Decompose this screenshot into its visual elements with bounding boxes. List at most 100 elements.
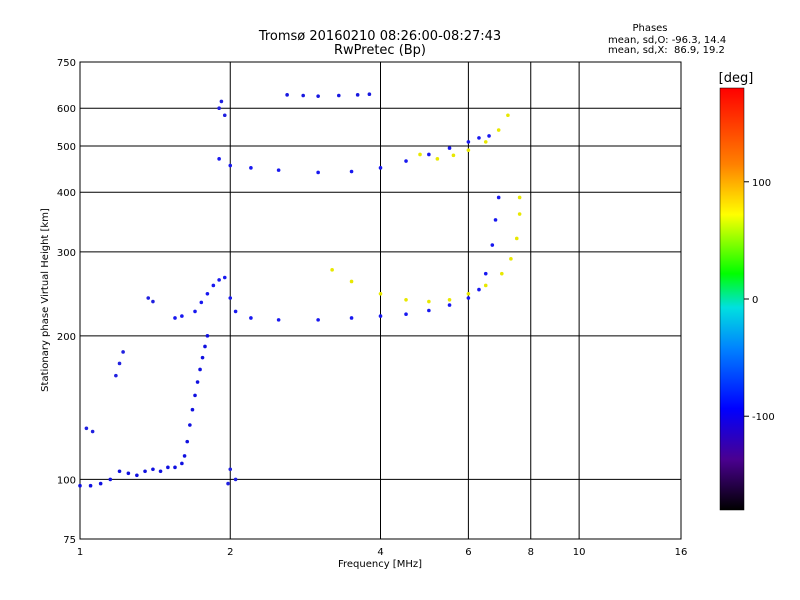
data-point — [190, 407, 195, 412]
data-point — [88, 483, 93, 488]
data-point — [217, 278, 221, 282]
data-point — [330, 268, 334, 272]
data-point — [378, 314, 383, 318]
data-point — [451, 153, 456, 158]
data-point — [378, 291, 383, 296]
data-point — [200, 355, 205, 360]
series-f2-trace-x — [418, 113, 510, 161]
data-point — [496, 128, 501, 132]
data-point — [285, 93, 289, 97]
data-point — [98, 481, 103, 486]
chart-subtitle: RwPretec (Bp) — [334, 43, 426, 58]
y-tick-label: 75 — [63, 535, 76, 546]
x-tick-label: 4 — [377, 547, 383, 558]
grid-layer — [80, 62, 681, 539]
data-point — [219, 99, 224, 104]
data-point — [143, 469, 147, 474]
y-tick-label: 750 — [57, 58, 76, 69]
data-point — [316, 318, 320, 322]
data-point — [228, 296, 233, 300]
phase-box-line-x: mean, sd,X: 86.9, 19.2 — [608, 45, 725, 56]
data-point — [195, 380, 200, 384]
data-point — [349, 316, 354, 320]
data-point — [427, 152, 431, 157]
data-point — [509, 257, 513, 261]
data-point — [276, 318, 281, 322]
data-point — [483, 283, 488, 288]
data-point — [199, 300, 204, 305]
data-point — [226, 481, 230, 486]
data-point — [517, 212, 522, 216]
data-point — [466, 291, 471, 296]
data-point — [301, 93, 305, 98]
data-point — [114, 373, 118, 378]
data-point — [126, 471, 131, 476]
data-point — [447, 146, 452, 150]
data-point — [222, 113, 227, 118]
series-multi-hop — [285, 92, 372, 98]
data-point — [90, 429, 95, 434]
data-point — [337, 93, 341, 98]
data-point — [427, 299, 431, 304]
data-point — [84, 426, 89, 431]
axis-ticks: 1 2 4 6 8 10 16 75 100 200 300 400 500 600 750 — [57, 58, 687, 558]
data-point — [477, 136, 481, 140]
data-point — [490, 243, 495, 247]
phase-box-line-o: mean, sd,O: -96.3, 14.4 — [608, 35, 726, 46]
y-tick-label: 500 — [57, 142, 76, 153]
data-point — [506, 113, 510, 118]
data-point — [447, 297, 452, 302]
series-f1-trace-o — [173, 195, 501, 322]
data-point — [228, 467, 233, 472]
data-point — [483, 140, 488, 144]
data-point — [135, 473, 139, 478]
data-point — [493, 218, 498, 222]
data-point — [151, 299, 155, 304]
x-tick-label: 16 — [675, 547, 688, 558]
data-point — [355, 93, 360, 97]
data-point — [185, 439, 190, 444]
data-point — [78, 483, 82, 488]
y-axis-label: Stationary phase Virtual Height [km] — [40, 208, 51, 392]
x-tick-label: 1 — [77, 547, 83, 558]
data-point — [517, 195, 522, 200]
x-tick-label: 10 — [573, 547, 586, 558]
series-sporadic — [84, 99, 238, 486]
data-point — [233, 309, 238, 314]
data-point — [466, 140, 471, 144]
data-point — [198, 367, 202, 372]
data-point — [487, 134, 491, 138]
x-tick-label: 2 — [227, 547, 233, 558]
x-tick-label: 6 — [465, 547, 471, 558]
data-point — [205, 334, 210, 338]
data-point — [117, 469, 122, 474]
data-point — [466, 296, 471, 300]
series-f2-trace-o — [217, 134, 491, 175]
data-point — [228, 163, 233, 168]
data-point — [166, 465, 170, 470]
data-points — [78, 92, 522, 488]
data-point — [435, 157, 440, 161]
data-point — [217, 157, 221, 161]
data-point — [514, 236, 519, 241]
data-point — [121, 350, 125, 354]
colorbar-tick-label: 100 — [752, 178, 771, 189]
data-point — [378, 166, 383, 170]
y-tick-label: 100 — [57, 475, 76, 486]
data-point — [233, 477, 238, 482]
chart-title: Tromsø 20160210 08:26:00-08:27:43 — [258, 29, 501, 44]
colorbar-tick-label: -100 — [752, 412, 775, 423]
y-tick-label: 300 — [57, 248, 76, 259]
data-point — [173, 316, 177, 320]
data-point — [193, 309, 197, 314]
data-point — [173, 465, 177, 470]
data-point — [249, 166, 253, 170]
data-point — [483, 271, 488, 276]
y-tick-label: 400 — [57, 188, 76, 199]
data-point — [316, 170, 320, 175]
series-f1-trace-x — [330, 195, 522, 304]
data-point — [447, 303, 452, 307]
data-point — [367, 92, 372, 97]
data-point — [211, 283, 216, 288]
